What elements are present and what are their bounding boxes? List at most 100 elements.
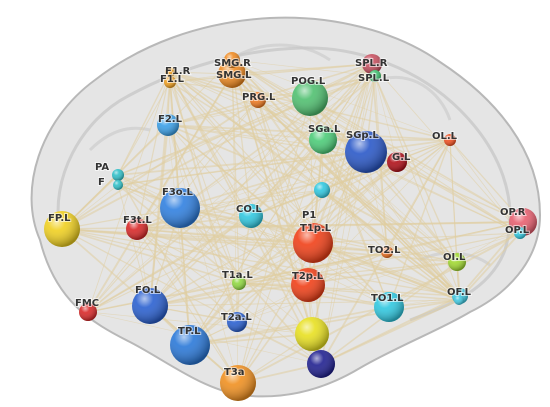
connection-edge	[117, 174, 390, 308]
connection-edge	[169, 71, 521, 234]
region-node-f3t-l	[126, 218, 148, 240]
connection-edge	[236, 232, 521, 323]
connection-edge	[309, 97, 524, 223]
region-node-fmc	[79, 303, 97, 321]
connection-edge	[322, 139, 461, 297]
connection-edge	[136, 221, 524, 230]
connection-edge	[396, 161, 521, 234]
region-node-co-l	[239, 204, 263, 228]
connection-edge	[374, 75, 458, 263]
region-node-t3p-l	[295, 317, 329, 351]
region-node-pal	[113, 180, 123, 190]
connection-edge	[179, 151, 367, 209]
connection-edge	[87, 71, 171, 313]
connection-edge	[117, 81, 171, 176]
region-label-sgp-l: SGp.L	[346, 130, 379, 141]
region-node-of-r	[454, 295, 464, 305]
region-node-f2-l	[157, 114, 179, 136]
region-node-smg-r	[224, 52, 240, 68]
connection-edge	[309, 97, 458, 263]
region-label-of-l: OF.L	[447, 287, 472, 298]
region-label-prg-l: PRG.L	[242, 92, 276, 103]
connection-edge	[237, 284, 309, 384]
region-label-ol-l: OL.L	[432, 131, 458, 142]
region-label-spl-r: SPL.R	[355, 58, 388, 69]
connection-edge	[117, 75, 376, 176]
region-node-smg-l	[218, 60, 246, 88]
region-node-f1-l	[164, 76, 176, 88]
connection-edge	[61, 99, 259, 230]
region-label-p1-l: P1	[302, 210, 316, 221]
connection-edge	[169, 81, 240, 284]
connection-edge	[189, 189, 323, 346]
region-label-fp-l: FP.L	[48, 213, 71, 224]
region-label-fmc: FMC	[75, 298, 99, 309]
connection-edge	[458, 232, 521, 301]
region-node-prg-l	[250, 92, 266, 108]
connection-edge	[312, 232, 521, 244]
connection-edge	[309, 97, 461, 297]
connection-edge	[257, 99, 314, 244]
connection-edge	[386, 251, 460, 301]
connection-edge	[236, 321, 322, 365]
region-node-spl-r	[362, 54, 382, 74]
region-node-ag-l	[387, 152, 407, 172]
connection-edge	[179, 189, 323, 209]
connection-edge	[250, 139, 324, 217]
connection-edge	[117, 97, 311, 176]
connection-edge	[136, 228, 388, 253]
region-label-f1-r: F1.R	[165, 66, 191, 77]
connection-edge	[167, 63, 373, 126]
region-node-tp-l	[170, 325, 210, 365]
connection-edge	[307, 139, 451, 286]
connection-edge	[87, 215, 252, 313]
region-node-t1p-l	[293, 223, 333, 263]
region-node-f1-r	[165, 67, 175, 77]
region-label-smg-l: SMG.L	[216, 70, 252, 81]
connection-edge	[189, 333, 313, 346]
connection-edge	[167, 97, 311, 126]
region-label-to2-l: TO2.L	[368, 245, 401, 256]
connection-edge	[61, 228, 240, 284]
region-node-par	[112, 169, 124, 181]
connection-edge	[149, 124, 169, 307]
region-label-to1-l: TO1.L	[371, 293, 404, 304]
region-label-f3t-l: F3t.L	[123, 215, 152, 226]
connection-edge	[117, 174, 309, 286]
connection-edge	[61, 228, 390, 308]
connection-edge	[167, 75, 376, 126]
region-label-fo-l: FO.L	[135, 285, 161, 296]
region-label-spl-l: SPL.L	[358, 73, 390, 84]
region-node-spl-l	[369, 70, 381, 82]
connection-edge	[238, 261, 458, 284]
connection-edge	[449, 139, 521, 234]
region-label-pal: F	[98, 177, 105, 188]
connection-edge	[237, 151, 367, 384]
region-node-t3p2-l	[307, 350, 335, 378]
region-label-t2a-l: T2a.L	[221, 312, 252, 323]
region-label-smg-r: SMG.R	[214, 58, 251, 69]
region-label-ag-l: G.L	[392, 152, 411, 163]
connection-edge	[167, 124, 451, 141]
region-node-to1-l	[374, 292, 404, 322]
connection-edge	[117, 174, 314, 244]
connection-edge	[238, 282, 460, 301]
region-label-pog-l: POG.L	[291, 76, 326, 87]
connection-edge	[117, 71, 171, 176]
connection-edge	[179, 75, 376, 209]
connection-edge	[321, 189, 460, 301]
connection-edge	[320, 299, 460, 365]
region-label-sga-l: SGa.L	[308, 124, 341, 135]
connection-edge	[309, 97, 521, 234]
region-node-t1a-l	[232, 276, 246, 290]
connection-edge	[321, 139, 451, 191]
region-node-oi-l	[448, 253, 466, 271]
connection-edge	[117, 151, 367, 176]
connection-edge	[449, 139, 524, 223]
region-node-to2-l	[381, 246, 393, 258]
region-label-t2p-l: T2p.L	[292, 271, 324, 282]
connection-edge	[167, 124, 323, 191]
connection-edge	[136, 71, 171, 230]
connection-edge	[149, 221, 524, 307]
